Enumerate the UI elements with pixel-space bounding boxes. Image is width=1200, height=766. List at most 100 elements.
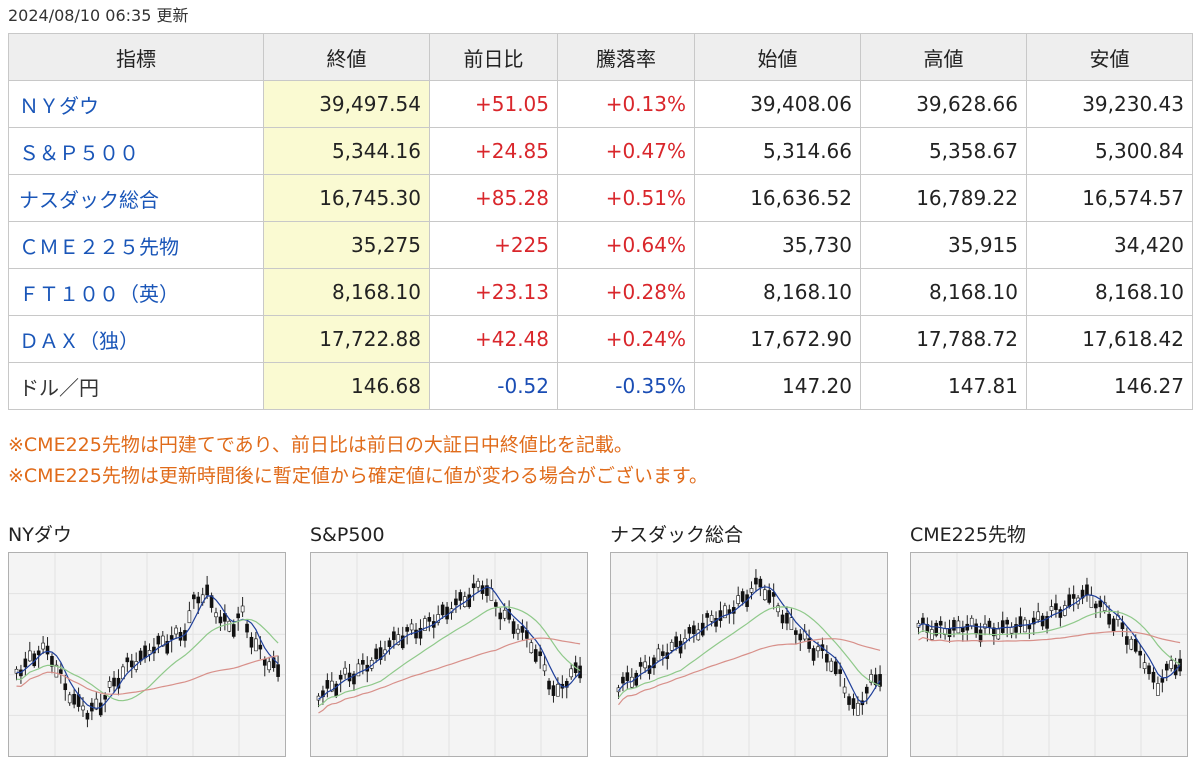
candle-body [352, 673, 356, 685]
chart-image[interactable] [910, 552, 1188, 757]
candle-body [652, 657, 656, 669]
candle-body [947, 628, 952, 638]
candle-body [1133, 639, 1138, 652]
chart-nydow[interactable]: NYダウ [8, 520, 294, 757]
row-name[interactable]: ナスダック総合 [8, 174, 264, 222]
index-link[interactable]: ナスダック総合 [19, 187, 159, 212]
high-value: 147.81 [860, 362, 1027, 410]
candle-body [987, 620, 992, 628]
change-value: -0.52 [429, 362, 558, 410]
candle-body [107, 681, 112, 688]
chart-title[interactable]: S&P500 [310, 524, 385, 546]
candle-body [262, 659, 267, 666]
candle-body [1164, 663, 1169, 671]
index-link[interactable]: ＣＭＥ２２５先物 [19, 234, 179, 259]
moving-average-line [16, 655, 279, 695]
candle-body [218, 616, 223, 624]
candle-body [45, 645, 50, 655]
candle-body [1120, 622, 1125, 630]
candle-body [94, 698, 99, 710]
table-row: ドル／円 146.68 -0.52 -0.35% 147.20 147.81 146.27 [8, 362, 1193, 410]
candle-body [98, 702, 103, 716]
candle-body [625, 672, 630, 681]
candle-body [983, 623, 987, 629]
note-line: ※CME225先物は円建てであり、前日比は前日の大証日中終値比を記載。 [8, 434, 633, 456]
candle-body [1111, 618, 1116, 632]
chart-title[interactable]: NYダウ [8, 524, 72, 546]
candle-body [516, 628, 520, 634]
chart-title[interactable]: ナスダック総合 [610, 524, 744, 546]
candle-body [511, 621, 516, 634]
candle-body [23, 658, 28, 668]
candle-body [1067, 594, 1072, 608]
candle-body [374, 648, 378, 660]
candle-body [934, 622, 939, 636]
index-link[interactable]: ＤＡＸ（独） [19, 328, 139, 353]
close-value: 17,722.88 [263, 315, 430, 363]
low-value: 17,618.42 [1026, 315, 1193, 363]
chart-nasdaq[interactable]: ナスダック総合 [610, 520, 896, 757]
row-name[interactable]: ＮＹダウ [8, 80, 264, 128]
high-value: 17,788.72 [860, 315, 1027, 363]
candle-body [811, 648, 816, 661]
candle-body [1089, 595, 1094, 608]
candle-body [507, 609, 511, 620]
chart-cme225[interactable]: CME225先物 [910, 520, 1196, 757]
chart-title[interactable]: CME225先物 [910, 524, 1026, 546]
chart-image[interactable] [8, 552, 286, 757]
candle-body [520, 626, 525, 633]
candle-body [740, 591, 745, 602]
header-indicator: 指標 [8, 33, 264, 81]
index-link[interactable]: ＮＹダウ [19, 93, 99, 118]
rate-value: -0.35% [557, 362, 695, 410]
moving-average-line [16, 595, 279, 709]
candle-body [529, 642, 534, 654]
row-name[interactable]: Ｓ＆Ｐ５００ [8, 127, 264, 175]
candle-body [1054, 603, 1058, 610]
header-close: 終値 [263, 33, 430, 81]
candle-body [405, 627, 409, 632]
header-low: 安値 [1026, 33, 1193, 81]
row-name[interactable]: ＣＭＥ２２５先物 [8, 221, 264, 269]
candle-body [551, 685, 556, 696]
open-value: 5,314.66 [694, 127, 861, 175]
candle-body [838, 669, 842, 674]
index-link[interactable]: ＦＴ１００（英） [19, 281, 179, 306]
candle-body [794, 630, 798, 635]
candle-body [502, 609, 507, 619]
candle-body [969, 617, 974, 627]
row-name[interactable]: ＤＡＸ（独） [8, 315, 264, 363]
candle-body [112, 677, 116, 687]
candle-body [856, 702, 860, 716]
chart-image[interactable] [310, 552, 588, 757]
candle-body [343, 667, 347, 675]
candle-body [50, 656, 54, 667]
candle-body [1147, 665, 1151, 675]
table-row: Ｓ＆Ｐ５００ 5,344.16 +24.85 +0.47% 5,314.66 5,358.… [8, 127, 1193, 175]
moving-average-line [918, 594, 1181, 679]
table-row: ナスダック総合 16,745.30 +85.28 +0.51% 16,636.52 16,… [8, 174, 1193, 222]
candle-body [245, 623, 249, 633]
row-name[interactable]: ＦＴ１００（英） [8, 268, 264, 316]
candle-body [467, 594, 472, 608]
low-value: 8,168.10 [1026, 268, 1193, 316]
candle-body [361, 660, 365, 665]
candle-body [1102, 602, 1107, 611]
candle-body [72, 693, 76, 705]
candle-body [807, 638, 811, 649]
candle-body [569, 668, 574, 678]
candle-body [427, 617, 432, 622]
moving-average-line [318, 637, 581, 714]
chart-sp500[interactable]: S&P500 [310, 520, 596, 757]
moving-average-line [318, 586, 581, 700]
moving-average-line [918, 630, 1181, 644]
index-link[interactable]: Ｓ＆Ｐ５００ [19, 140, 139, 165]
candle-body [538, 651, 542, 657]
candle-body [754, 577, 758, 585]
chart-image[interactable] [610, 552, 888, 757]
change-value: +23.13 [429, 268, 558, 316]
candle-body [156, 635, 161, 645]
candle-body [1098, 600, 1103, 608]
moving-average-line [918, 610, 1181, 665]
candle-body [59, 669, 63, 674]
